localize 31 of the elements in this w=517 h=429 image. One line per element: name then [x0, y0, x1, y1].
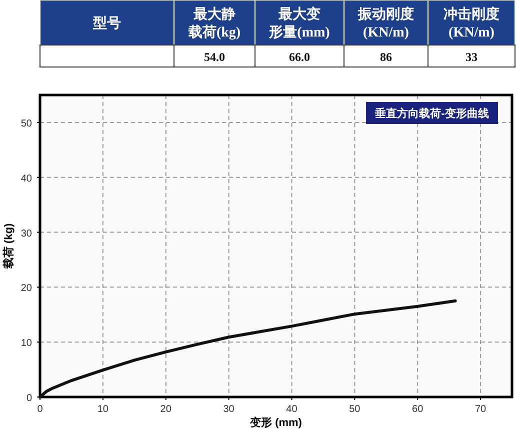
text: 54.0: [204, 50, 225, 64]
line-series: [38, 299, 457, 398]
x-tick-label: 40: [286, 404, 298, 415]
y-axis-title: 载荷 (kg): [2, 223, 15, 270]
x-tick-label: 30: [223, 404, 235, 415]
text: 最大静: [192, 6, 236, 22]
text: (KN/m): [363, 26, 410, 40]
text: 型号: [92, 16, 121, 32]
y-tick-label: 10: [20, 338, 32, 350]
x-tick-label: 20: [160, 404, 172, 415]
y-tick-label: 30: [20, 228, 32, 240]
text: 最大变: [278, 6, 320, 22]
x-tick-label: 60: [412, 404, 424, 415]
text: 形量(mm): [268, 24, 330, 40]
text: 66.0: [289, 50, 310, 64]
text: 33: [466, 50, 478, 64]
x-tick-label: 50: [349, 404, 361, 415]
y-tick-label: 0: [26, 393, 32, 404]
text: 垂直方向载荷-变形曲线: [374, 107, 489, 120]
y-tick-label: 50: [20, 118, 32, 130]
x-axis-title: 变形 (mm): [249, 416, 302, 429]
text: (KN/m): [448, 26, 495, 40]
x-tick-label: 70: [474, 404, 487, 415]
text: 冲击刚度: [444, 6, 500, 22]
y-tick-label: 20: [20, 283, 32, 294]
x-tick-label: 0: [37, 404, 44, 415]
text: 86: [380, 50, 392, 64]
text: 载荷(kg): [187, 24, 241, 40]
y-tick-label: 40: [20, 173, 32, 184]
x-tick-label: 10: [97, 404, 109, 415]
text: 振动刚度: [357, 6, 414, 22]
